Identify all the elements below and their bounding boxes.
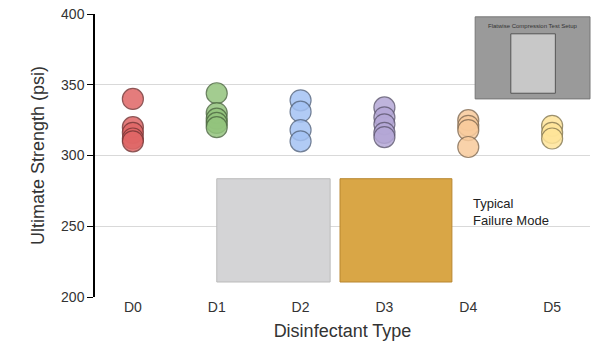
svg-text:Disinfectant Type: Disinfectant Type bbox=[274, 321, 412, 341]
svg-text:300: 300 bbox=[61, 147, 85, 163]
svg-text:Ultimate Strength (psi): Ultimate Strength (psi) bbox=[28, 66, 48, 245]
svg-text:D1: D1 bbox=[208, 299, 226, 315]
svg-text:Flatwise Compression Test Setu: Flatwise Compression Test Setup bbox=[488, 23, 578, 29]
svg-text:D2: D2 bbox=[292, 299, 310, 315]
svg-text:D5: D5 bbox=[543, 299, 561, 315]
svg-text:D4: D4 bbox=[459, 299, 477, 315]
svg-text:D3: D3 bbox=[375, 299, 393, 315]
svg-text:350: 350 bbox=[61, 77, 85, 93]
svg-text:250: 250 bbox=[61, 218, 85, 234]
svg-text:400: 400 bbox=[61, 6, 85, 22]
svg-text:200: 200 bbox=[61, 289, 85, 305]
svg-text:D0: D0 bbox=[124, 299, 142, 315]
svg-text:TypicalFailure Mode: TypicalFailure Mode bbox=[473, 196, 549, 228]
